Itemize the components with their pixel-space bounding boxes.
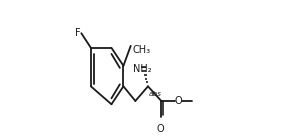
Text: CH₃: CH₃ [132, 45, 151, 55]
Text: abs: abs [149, 91, 162, 97]
Text: NH₂: NH₂ [133, 64, 151, 74]
Text: O: O [157, 124, 164, 134]
Text: F: F [75, 28, 81, 38]
Text: O: O [174, 96, 182, 106]
